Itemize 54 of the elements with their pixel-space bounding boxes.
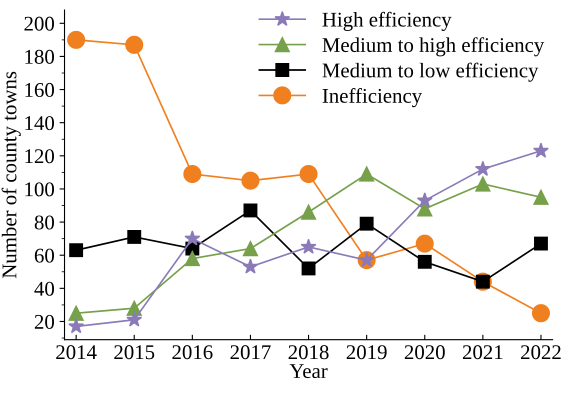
y-tick-label: 160 bbox=[25, 82, 54, 97]
point bbox=[359, 166, 374, 182]
point bbox=[300, 165, 318, 184]
point bbox=[126, 311, 142, 327]
y-tick-label: 140 bbox=[25, 116, 54, 130]
point bbox=[68, 306, 84, 321]
point bbox=[475, 176, 490, 192]
y-tick-label: 200 bbox=[24, 16, 54, 31]
point bbox=[242, 240, 258, 256]
point bbox=[242, 258, 258, 274]
point bbox=[125, 36, 144, 54]
point bbox=[244, 204, 258, 218]
legend-label: Inefficiency bbox=[322, 88, 422, 108]
x-tick-label: 2020 bbox=[404, 345, 445, 360]
point bbox=[68, 318, 84, 334]
x-tick-label: 2016 bbox=[172, 345, 213, 360]
x-tick-label: 2014 bbox=[56, 345, 97, 360]
point bbox=[300, 204, 316, 220]
point bbox=[416, 192, 433, 208]
point bbox=[67, 30, 86, 49]
point bbox=[184, 250, 200, 266]
point bbox=[416, 234, 434, 253]
point bbox=[241, 172, 260, 190]
x-tick-label: 2021 bbox=[462, 345, 502, 360]
point bbox=[302, 262, 316, 276]
y-tick-label: 20 bbox=[34, 314, 54, 329]
point bbox=[300, 238, 317, 254]
point bbox=[533, 142, 549, 158]
legend-label: High efficiency bbox=[322, 12, 452, 31]
y-tick-label: 180 bbox=[25, 50, 54, 64]
legend-label: Medium to low efficiency bbox=[322, 62, 538, 82]
y-tick-label: 40 bbox=[34, 282, 54, 296]
x-tick-label: 2015 bbox=[114, 345, 154, 360]
point bbox=[127, 230, 142, 244]
y-axis-title: Number of county towns bbox=[2, 72, 21, 278]
point bbox=[360, 216, 374, 231]
y-tick-label: 60 bbox=[34, 248, 54, 263]
point bbox=[533, 190, 549, 205]
y-tick-label: 100 bbox=[25, 182, 54, 196]
point bbox=[534, 236, 548, 251]
point bbox=[183, 165, 202, 184]
point bbox=[69, 243, 84, 258]
x-tick-label: 2019 bbox=[346, 345, 387, 360]
x-tick-label: 2022 bbox=[521, 345, 561, 360]
x-axis-title: Year bbox=[290, 364, 328, 378]
point bbox=[474, 160, 491, 176]
y-tick-label: 120 bbox=[25, 149, 54, 164]
y-tick-label: 80 bbox=[34, 215, 54, 230]
point bbox=[418, 254, 432, 269]
point bbox=[184, 230, 200, 246]
x-tick-label: 2018 bbox=[288, 345, 329, 360]
point bbox=[532, 304, 550, 322]
legend-label: Medium to high efficiency bbox=[322, 37, 544, 56]
x-tick-label: 2017 bbox=[230, 345, 271, 360]
